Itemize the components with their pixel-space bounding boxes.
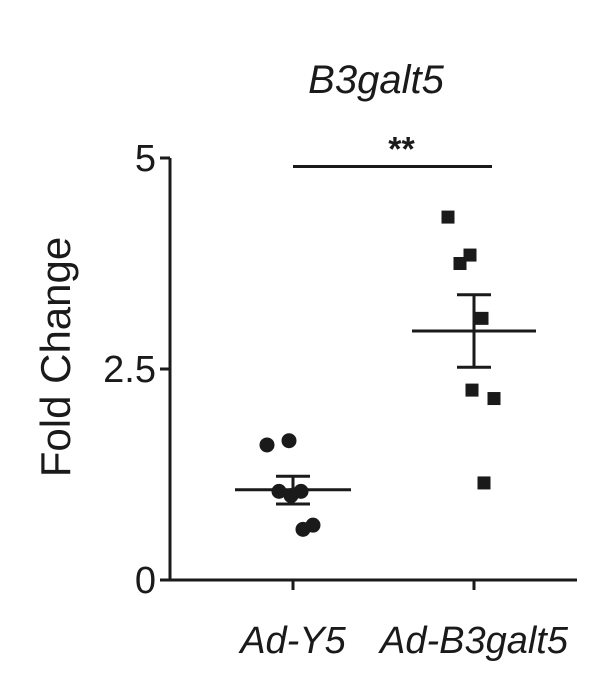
- x-category-label: Ad-Y5: [238, 620, 346, 662]
- y-tick-label: 2.5: [103, 349, 156, 391]
- data-point: [475, 311, 489, 325]
- significance-annotation: **: [293, 130, 492, 168]
- data-point: [465, 383, 479, 397]
- data-point: [281, 433, 297, 449]
- data-point: [441, 210, 455, 224]
- data-point: [283, 488, 299, 504]
- data-point: [463, 248, 477, 262]
- data-point: [295, 521, 311, 537]
- data-point: [487, 392, 501, 406]
- data-point: [259, 437, 275, 453]
- y-tick-label: 0: [135, 560, 156, 602]
- y-axis-label: Fold Change: [32, 237, 79, 478]
- data-marks: [235, 210, 536, 537]
- data-point: [477, 476, 491, 490]
- data-point: [453, 257, 467, 270]
- data-point: [271, 483, 287, 499]
- y-tick-label: 5: [135, 138, 156, 180]
- axes: 0 2.5 5 Ad-Y5 Ad-B3galt5: [103, 138, 577, 662]
- significance-label: **: [388, 130, 415, 168]
- x-category-label: Ad-B3galt5: [378, 620, 569, 662]
- chart-title: B3galt5: [308, 58, 444, 102]
